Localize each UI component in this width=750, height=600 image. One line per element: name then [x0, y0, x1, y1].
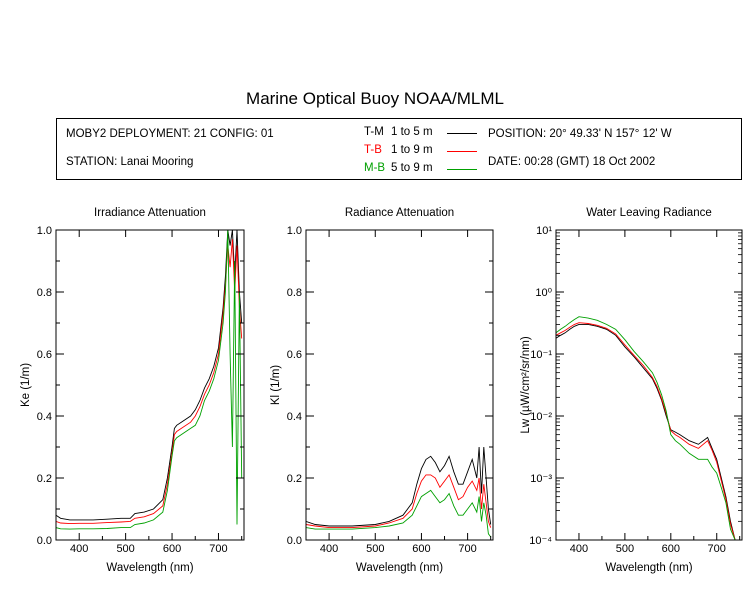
y-axis-label: Lw (µW/cm²/sr/nm) [520, 336, 532, 434]
series-line-t-b [306, 473, 492, 529]
y-tick-label: 0.4 [37, 411, 52, 423]
x-axis-label: Wavelength (nm) [605, 562, 692, 574]
legend-range-tb: 1 to 9 m [391, 144, 433, 156]
info-box: MOBY2 DEPLOYMENT: 21 CONFIG: 01 STATION:… [56, 118, 742, 180]
date-info: DATE: 00:28 (GMT) 18 Oct 2002 [488, 156, 656, 168]
y-tick-label: 10⁻¹ [530, 349, 552, 361]
chart-title: Irradiance Attenuation [94, 207, 206, 219]
y-tick-label: 1.0 [287, 225, 302, 237]
legend-range-tm: 1 to 5 m [391, 126, 433, 138]
y-tick-label: 10⁻² [530, 411, 552, 423]
y-tick-label: 10⁻⁴ [529, 535, 552, 547]
legend-line-mb [447, 169, 477, 170]
x-tick-label: 400 [70, 543, 88, 555]
series-line-t-b [556, 322, 736, 540]
x-tick-label: 700 [458, 543, 476, 555]
y-axis-label: Kl (1/m) [270, 365, 282, 405]
plot-frame [555, 229, 743, 541]
x-tick-label: 400 [320, 543, 338, 555]
y-tick-label: 0.6 [287, 349, 302, 361]
y-tick-label: 0.8 [287, 287, 302, 299]
x-tick-label: 600 [662, 543, 680, 555]
x-tick-label: 500 [116, 543, 134, 555]
x-tick-label: 600 [163, 543, 181, 555]
legend-code-tb: T-B [364, 144, 382, 156]
y-tick-label: 1.0 [37, 225, 52, 237]
y-axis-label: Ke (1/m) [20, 363, 32, 407]
legend-range-mb: 5 to 9 m [391, 162, 433, 174]
series-line-t-b [56, 239, 243, 525]
plot-frame [55, 229, 245, 541]
chart-page-title: Marine Optical Buoy NOAA/MLML [246, 89, 504, 108]
y-tick-label: 10¹ [536, 225, 552, 237]
series-line-m-b [306, 489, 492, 538]
y-tick-label: 10⁰ [535, 287, 552, 299]
x-tick-label: 600 [412, 543, 430, 555]
station-info: STATION: Lanai Mooring [66, 156, 194, 168]
series-line-m-b [556, 316, 736, 540]
x-tick-label: 400 [570, 543, 588, 555]
x-axis-label: Wavelength (nm) [106, 562, 193, 574]
chart-title: Radiance Attenuation [345, 207, 454, 219]
x-tick-label: 500 [616, 543, 634, 555]
y-tick-label: 0.2 [37, 473, 52, 485]
legend-code-mb: M-B [364, 162, 386, 174]
position-info: POSITION: 20° 49.33' N 157° 12' W [488, 128, 672, 140]
y-tick-label: 0.0 [37, 535, 52, 547]
chart-panel-1: Radiance Attenuation 400 500 600 700 0.0 0.2 0.… [270, 207, 494, 574]
x-tick-label: 500 [366, 543, 384, 555]
x-tick-label: 700 [209, 543, 227, 555]
chart-panel-2: Water Leaving Radiance 400 500 600 700 10⁻⁴ 10… [520, 207, 743, 574]
legend-code-tm: T-M [364, 126, 384, 138]
y-tick-label: 0.2 [287, 473, 302, 485]
chart-panel-0: Irradiance Attenuation 400 500 600 700 0.0 0.2… [20, 207, 245, 574]
series-line-t-m [556, 323, 736, 540]
y-tick-label: 0.4 [287, 411, 302, 423]
series-line-t-m [306, 446, 492, 527]
x-tick-label: 700 [708, 543, 726, 555]
legend-line-tb [447, 151, 477, 152]
y-tick-label: 10⁻³ [530, 473, 552, 485]
x-axis-label: Wavelength (nm) [356, 562, 443, 574]
y-tick-label: 0.0 [287, 535, 302, 547]
y-tick-label: 0.6 [37, 349, 52, 361]
series-line-m-b [56, 230, 243, 530]
chart-title: Water Leaving Radiance [586, 207, 712, 219]
y-tick-label: 0.8 [37, 287, 52, 299]
deployment-info: MOBY2 DEPLOYMENT: 21 CONFIG: 01 [66, 128, 274, 140]
series-line-t-m [56, 230, 243, 521]
legend-line-tm [447, 133, 477, 134]
